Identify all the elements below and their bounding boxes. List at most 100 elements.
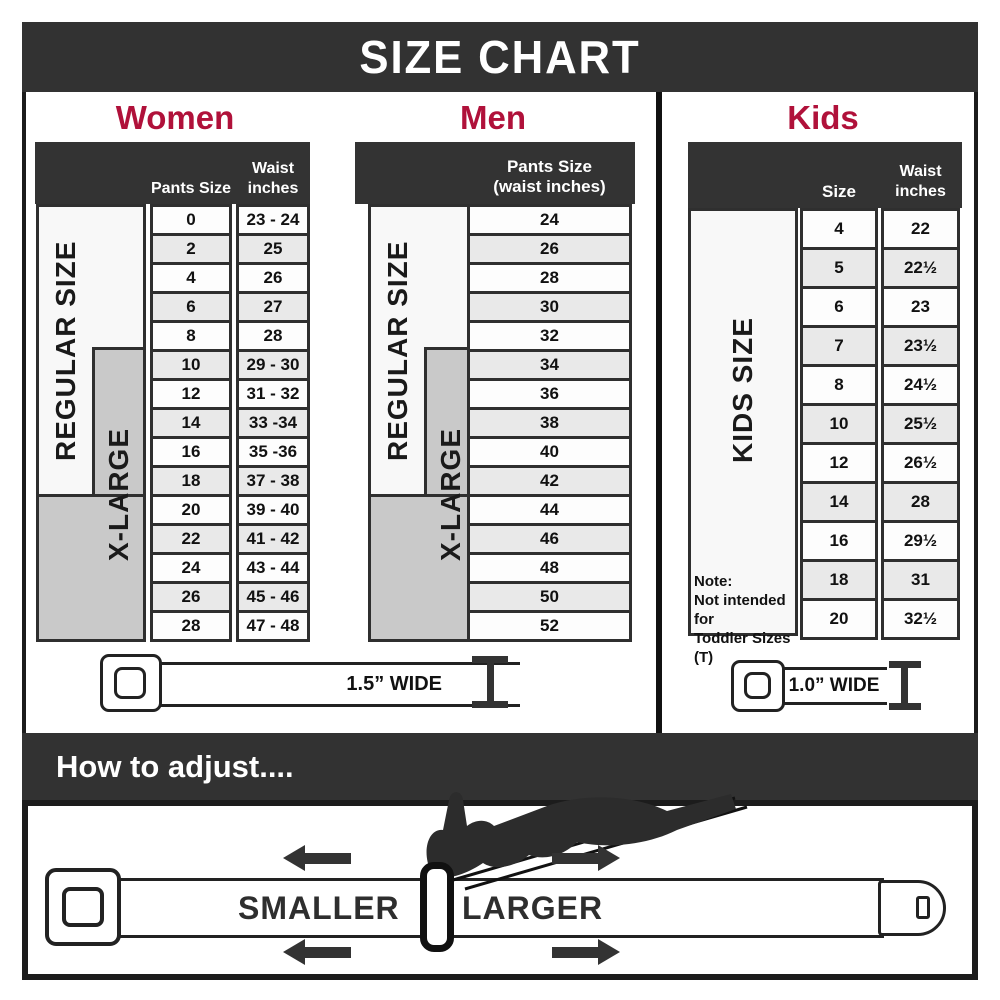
belt-slide-adjuster: [420, 862, 454, 952]
hand-pulling-strap-illustration: [426, 792, 748, 891]
table-cell: 10: [800, 403, 878, 445]
table-cell: 12: [800, 442, 878, 484]
table-cell: 28: [236, 320, 310, 352]
women-waist-header: Waist inches: [247, 160, 299, 197]
kids-table-header: Size Waist inches: [688, 142, 962, 208]
table-cell: 10: [150, 349, 232, 381]
table-cell: 25½: [881, 403, 960, 445]
women-xlarge-box-lower: [36, 494, 146, 642]
table-cell: 34: [467, 349, 632, 381]
table-cell: 22: [150, 523, 232, 555]
men-regular-size-label: REGULAR SIZE: [382, 240, 413, 462]
table-cell: 16: [150, 436, 232, 468]
men-size-column: 24 26 28 30 32 34 36 38 40 42 44 46 48 50 52: [467, 204, 632, 642]
table-cell: 32½: [881, 598, 960, 640]
table-cell: 28: [467, 262, 632, 294]
kids-size-box: [688, 208, 798, 636]
table-cell: 28: [881, 481, 960, 523]
women-xlarge-label: X-LARGE: [103, 428, 134, 562]
kids-size-header: Size: [821, 182, 857, 201]
table-cell: 46: [467, 523, 632, 555]
adjust-belt-buckle-window: [62, 887, 104, 927]
kids-belt-width-label: 1.0” WIDE: [788, 675, 880, 696]
kids-size-column: 4 5 6 7 8 10 12 14 16 18 20: [800, 208, 878, 640]
table-cell: 25: [236, 233, 310, 265]
table-cell: 52: [467, 610, 632, 642]
table-cell: 18: [150, 465, 232, 497]
table-cell: 26: [150, 581, 232, 613]
table-cell: 29 - 30: [236, 349, 310, 381]
kids-belt-buckle-window: [744, 672, 771, 699]
table-cell: 14: [800, 481, 878, 523]
women-heading: Women: [115, 99, 235, 136]
table-cell: 22½: [881, 247, 960, 289]
kids-belt-strap: 1.0” WIDE: [781, 667, 887, 705]
men-pants-size-header: Pants Size (waist inches): [493, 157, 606, 196]
table-cell: 50: [467, 581, 632, 613]
page-title: SIZE CHART: [359, 31, 641, 83]
table-cell: 6: [150, 291, 232, 323]
table-cell: 8: [800, 364, 878, 406]
table-cell: 29½: [881, 520, 960, 562]
table-cell: 2: [150, 233, 232, 265]
table-cell: 44: [467, 494, 632, 526]
table-cell: 40: [467, 436, 632, 468]
table-cell: 31 - 32: [236, 378, 310, 410]
adult-width-marker-bar: [487, 656, 494, 708]
table-cell: 45 - 46: [236, 581, 310, 613]
table-cell: 47 - 48: [236, 610, 310, 642]
panel-divider: [656, 92, 662, 733]
table-cell: 28: [150, 610, 232, 642]
table-cell: 43 - 44: [236, 552, 310, 584]
men-heading: Men: [460, 99, 526, 136]
smaller-arrow-top-icon: [283, 845, 351, 871]
adult-width-marker-bottom: [472, 701, 508, 708]
kids-heading: Kids: [787, 99, 859, 136]
table-cell: 4: [150, 262, 232, 294]
table-cell: 26: [467, 233, 632, 265]
table-cell: 5: [800, 247, 878, 289]
how-to-adjust-heading: How to adjust....: [56, 748, 294, 784]
table-cell: 37 - 38: [236, 465, 310, 497]
title-banner: SIZE CHART: [22, 22, 978, 92]
table-cell: 30: [467, 291, 632, 323]
smaller-label: SMALLER: [238, 890, 400, 926]
larger-arrow-bottom-icon: [552, 939, 620, 965]
table-cell: 22: [881, 208, 960, 250]
women-pants-size-column: 0 2 4 6 8 10 12 14 16 18 20 22 24 26 28: [150, 204, 232, 642]
larger-label: LARGER: [462, 890, 604, 926]
table-cell: 12: [150, 378, 232, 410]
smaller-arrow-bottom-icon: [283, 939, 351, 965]
table-cell: 20: [800, 598, 878, 640]
table-cell: 4: [800, 208, 878, 250]
table-cell: 42: [467, 465, 632, 497]
women-waist-column: 23 - 24 25 26 27 28 29 - 30 31 - 32 33 -34 35 -3…: [236, 204, 310, 642]
table-cell: 8: [150, 320, 232, 352]
women-pants-size-header: Pants Size: [150, 180, 232, 197]
women-table-header: Pants Size Waist inches: [35, 142, 310, 204]
adjust-belt-latch-plate: [878, 880, 946, 936]
table-cell: 24: [467, 204, 632, 236]
table-cell: 0: [150, 204, 232, 236]
table-cell: 24: [150, 552, 232, 584]
table-cell: 32: [467, 320, 632, 352]
table-cell: 31: [881, 559, 960, 601]
women-xlarge-box-upper: [92, 347, 146, 497]
table-cell: 26½: [881, 442, 960, 484]
table-cell: 35 -36: [236, 436, 310, 468]
table-cell: 24½: [881, 364, 960, 406]
how-to-adjust-bar: How to adjust....: [22, 733, 978, 800]
kids-note: Note: Not intended for Toddler Sizes (T): [694, 573, 791, 666]
women-regular-size-label: REGULAR SIZE: [50, 240, 81, 462]
adult-belt-width-label: 1.5” WIDE: [346, 673, 442, 695]
men-table-header: Pants Size (waist inches): [355, 142, 635, 204]
table-cell: 23: [881, 286, 960, 328]
adult-belt-buckle-window: [114, 667, 146, 699]
table-cell: 6: [800, 286, 878, 328]
larger-arrow-top-icon: [552, 845, 620, 871]
kids-waist-column: 22 22½ 23 23½ 24½ 25½ 26½ 28 29½ 31 32½: [881, 208, 960, 640]
kids-waist-header: Waist inches: [895, 163, 946, 200]
kids-width-marker-bar: [901, 661, 908, 710]
table-cell: 16: [800, 520, 878, 562]
